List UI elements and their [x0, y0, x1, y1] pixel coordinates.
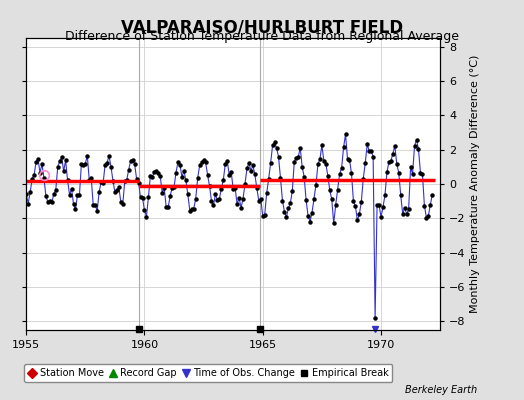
Difference from Regional Average: [401, 205, 408, 210]
Line: Difference from Regional Average: Difference from Regional Average: [25, 133, 434, 320]
Difference from Regional Average: [279, 198, 286, 203]
Difference from Regional Average: [372, 316, 378, 320]
Difference from Regional Average: [358, 199, 365, 204]
Difference from Regional Average: [342, 132, 348, 136]
Difference from Regional Average: [364, 142, 370, 147]
Difference from Regional Average: [23, 191, 29, 196]
Text: Berkeley Earth: Berkeley Earth: [405, 385, 477, 395]
Difference from Regional Average: [331, 221, 337, 226]
Difference from Regional Average: [429, 193, 435, 198]
Text: Difference of Station Temperature Data from Regional Average: Difference of Station Temperature Data f…: [65, 30, 459, 43]
Text: VALPARAISO/HURLBURT FIELD: VALPARAISO/HURLBURT FIELD: [121, 18, 403, 36]
Legend: Station Move, Record Gap, Time of Obs. Change, Empirical Break: Station Move, Record Gap, Time of Obs. C…: [24, 364, 392, 382]
Difference from Regional Average: [135, 180, 141, 185]
Y-axis label: Monthly Temperature Anomaly Difference (°C): Monthly Temperature Anomaly Difference (…: [470, 55, 480, 313]
